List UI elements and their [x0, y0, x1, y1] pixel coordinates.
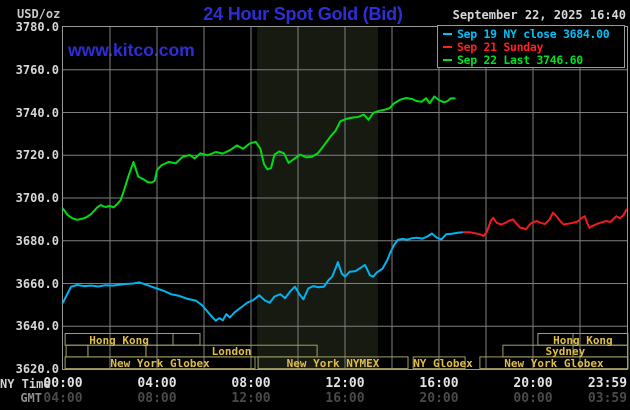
chart-datetime: September 22, 2025 16:40 — [452, 8, 626, 22]
x-tick-label-ny: 16:00 — [419, 376, 459, 391]
y-tick-label: 3780.0 — [15, 20, 59, 34]
session-box — [172, 333, 201, 346]
session-box — [65, 344, 89, 358]
session-box — [87, 344, 147, 358]
price-line — [62, 95, 456, 221]
y-tick-label: 3720.0 — [15, 148, 59, 163]
legend-label: Sep 22 Last 3746.60 — [457, 52, 583, 67]
y-tick-label: 3620.0 — [15, 362, 59, 376]
session-label: London — [211, 345, 252, 359]
session-label: New York Globex — [504, 356, 604, 370]
x-tick-label-ny: 23:59 — [587, 376, 628, 391]
y-tick-label: 3640.0 — [15, 319, 59, 334]
gmt-row-label: GMT — [20, 391, 42, 405]
chart-legend: Sep 19 NY close 3684.00 Sep 21 Sunday Sep … — [437, 25, 625, 68]
x-tick-label-gmt: 08:00 — [137, 390, 177, 406]
x-tick-label-ny: 12:00 — [325, 376, 365, 391]
x-tick-label-ny: 08:00 — [231, 376, 271, 391]
y-tick-label: 3760.0 — [15, 62, 59, 77]
kitco-watermark-link[interactable]: www.kitco.com — [68, 40, 195, 60]
legend-row: Sep 21 Sunday — [443, 39, 624, 54]
y-tick-label: 3680.0 — [15, 233, 59, 248]
ny-time-row-label: NY Time — [0, 377, 51, 391]
session-box — [64, 356, 256, 370]
legend-label: Sep 21 Sunday — [457, 39, 544, 54]
x-tick-label-ny: 00:00 — [43, 376, 83, 391]
legend-dash-icon — [443, 32, 452, 35]
price-line — [462, 208, 628, 237]
y-tick-label: 3660.0 — [15, 276, 59, 291]
chart-title: 24 Hour Spot Gold (Bid) — [203, 4, 403, 24]
x-tick-label-gmt: 04:00 — [43, 390, 83, 406]
x-tick-label-ny: 04:00 — [137, 376, 177, 391]
y-tick-label: 3740.0 — [15, 105, 59, 120]
price-line — [62, 231, 464, 322]
session-label: New York Globex — [110, 356, 210, 370]
plot-frame — [62, 26, 628, 370]
session-label: Sydney — [545, 345, 586, 359]
session-box — [257, 356, 409, 370]
x-tick-label-gmt: 00:00 — [513, 390, 553, 406]
y-tick-label: 3700.0 — [15, 191, 59, 205]
legend-row: Sep 19 NY close 3684.00 — [443, 26, 624, 41]
legend-dash-icon — [443, 45, 452, 48]
y-axis-units-label: USD/oz — [17, 7, 61, 21]
session-label: NY Globex — [413, 356, 473, 370]
session-label: Hong Kong — [89, 333, 149, 347]
x-tick-label-ny: 20:00 — [513, 376, 553, 391]
legend-label: Sep 19 NY close 3684.00 — [457, 26, 610, 41]
legend-row: Sep 22 Last 3746.60 — [443, 52, 624, 67]
x-tick-label-gmt: 16:00 — [325, 390, 365, 406]
x-tick-label-gmt: 20:00 — [419, 390, 459, 406]
x-tick-label-gmt: 12:00 — [231, 390, 271, 406]
session-box — [479, 356, 629, 370]
session-label: Hong Kong — [553, 333, 613, 347]
session-label: New York NYMEX — [286, 356, 380, 370]
session-box — [412, 356, 466, 370]
x-tick-label-gmt: 03:59 — [587, 390, 628, 406]
legend-dash-icon — [443, 58, 452, 61]
